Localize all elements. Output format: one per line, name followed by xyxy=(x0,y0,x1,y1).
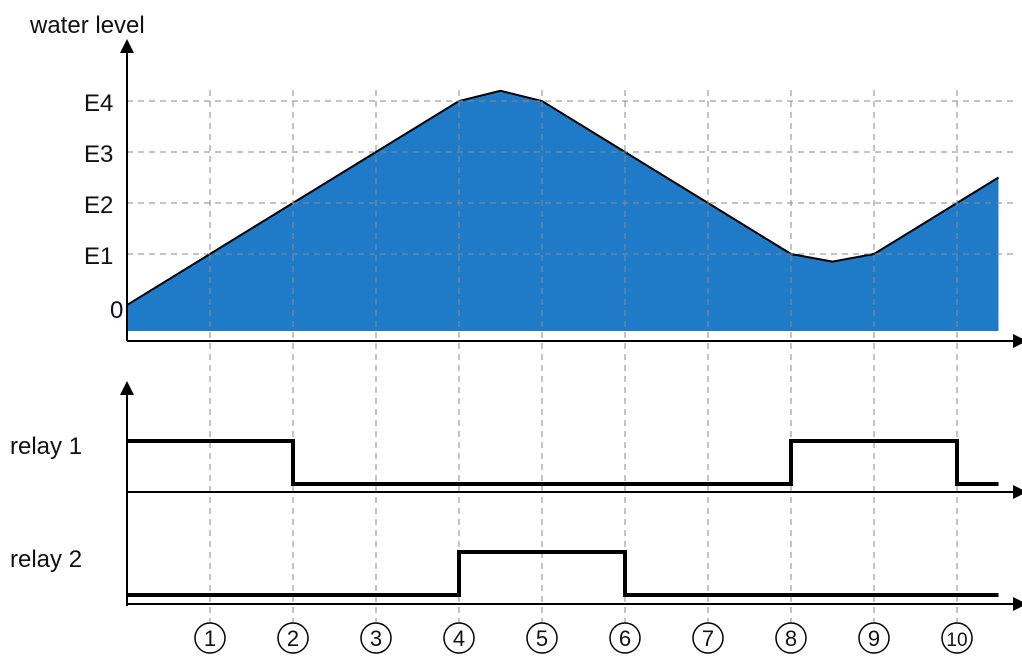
relay-1-signal xyxy=(127,439,999,486)
time-gridlines xyxy=(209,90,958,642)
relay-2-signal xyxy=(127,550,999,597)
level-label-e1: E1 xyxy=(84,243,113,270)
time-marker-circle xyxy=(609,622,641,654)
time-marker-circle xyxy=(941,622,973,654)
time-marker-circle xyxy=(360,622,392,654)
time-marker-circle xyxy=(775,622,807,654)
level-label-e2: E2 xyxy=(84,192,113,219)
relay-2-label: relay 2 xyxy=(10,546,82,573)
time-marker-circle xyxy=(526,622,558,654)
level-label-e4: E4 xyxy=(84,90,113,117)
level-gridlines xyxy=(127,100,1015,255)
time-marker-label: 9 xyxy=(868,626,880,651)
time-marker-label: 1 xyxy=(204,626,216,651)
time-marker-circle xyxy=(443,622,475,654)
time-marker-label: 8 xyxy=(785,626,797,651)
time-marker-circle xyxy=(194,622,226,654)
level-label-0: 0 xyxy=(110,297,123,324)
water-level-area xyxy=(127,90,999,331)
time-marker-label: 2 xyxy=(287,626,299,651)
time-marker-label: 6 xyxy=(619,626,631,651)
time-marker-label: 4 xyxy=(453,626,465,651)
time-marker-label: 5 xyxy=(536,626,548,651)
time-marker-label: 10 xyxy=(946,630,967,651)
time-marker-circle xyxy=(692,622,724,654)
time-marker-label: 3 xyxy=(370,626,382,651)
time-markers: 1 2 3 4 5 6 7 8 9 10 xyxy=(194,622,973,654)
y-axis-title: water level xyxy=(29,12,145,39)
time-marker-circle xyxy=(277,622,309,654)
time-marker-label: 7 xyxy=(702,626,714,651)
level-label-e3: E3 xyxy=(84,141,113,168)
relay-1-label: relay 1 xyxy=(10,433,82,460)
time-marker-circle xyxy=(858,622,890,654)
water-level-curve xyxy=(126,89,1000,306)
